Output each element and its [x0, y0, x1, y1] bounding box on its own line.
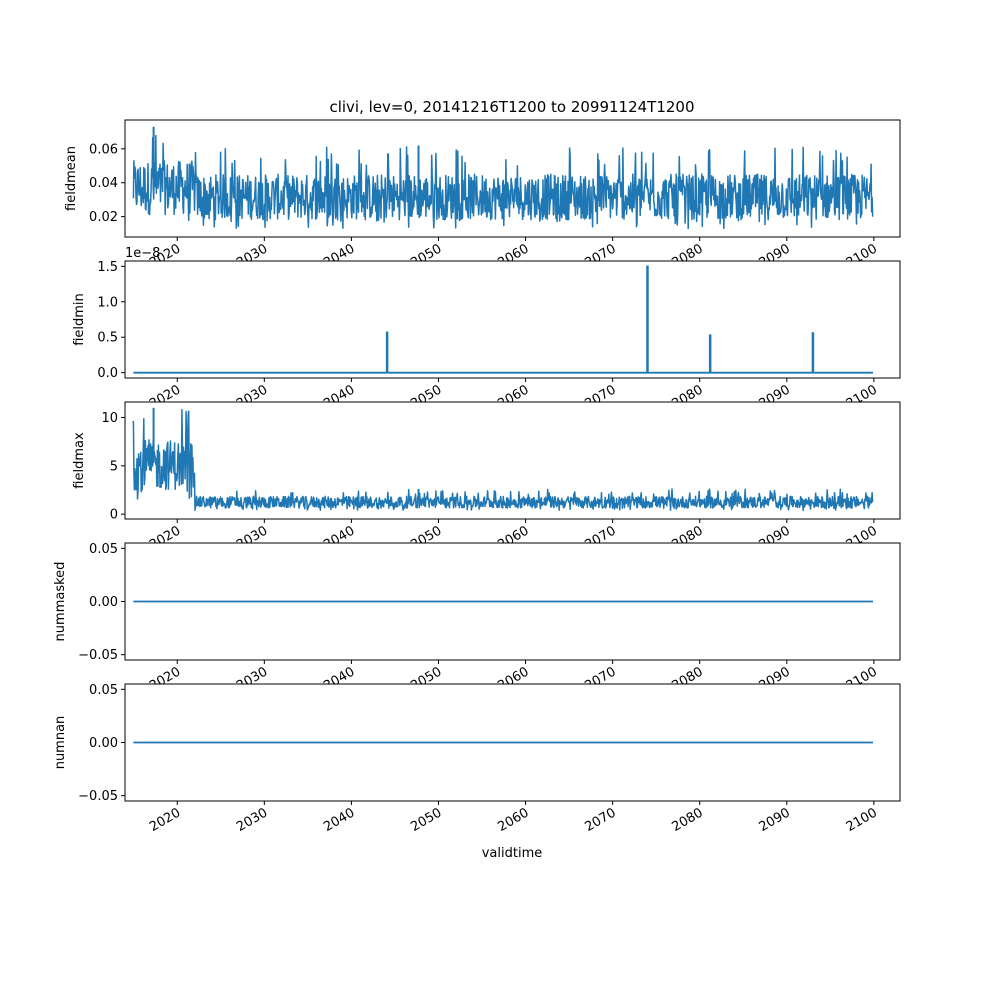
y-offset-text: 1e−8 — [125, 246, 160, 261]
y-tick-label: 0.05 — [89, 683, 118, 698]
y-tick-label: 5 — [110, 459, 118, 474]
y-tick-label: 0.04 — [89, 176, 118, 191]
panel-mask — [124, 260, 901, 379]
y-axis-label: nummasked — [53, 562, 68, 642]
y-tick-label: 10 — [101, 411, 118, 426]
series-line-fieldmax — [132, 408, 874, 512]
y-tick-label: 1.5 — [97, 260, 118, 275]
series-line-fieldmean — [132, 134, 874, 230]
y-tick-label: 0.0 — [97, 366, 118, 381]
y-tick-label: 0.00 — [89, 595, 118, 610]
axes-frame-fieldmax — [124, 401, 901, 520]
y-tick-label: 0.05 — [89, 542, 118, 557]
y-tick-label: −0.05 — [78, 648, 118, 663]
y-tick-label: 0.5 — [97, 331, 118, 346]
y-axis-label: fieldmax — [72, 432, 87, 489]
y-tick-label: 0.06 — [89, 142, 118, 157]
axes-frame-fieldmean — [124, 119, 901, 238]
y-tick-label: 0.02 — [89, 210, 118, 225]
y-tick-label: 0 — [110, 508, 118, 523]
y-tick-label: 1.0 — [97, 295, 118, 310]
x-axis-label: validtime — [482, 846, 543, 861]
y-axis-label: fieldmean — [64, 146, 79, 211]
axes-frame-fieldmin — [124, 260, 901, 379]
y-tick-label: 0.00 — [89, 736, 118, 751]
figure-title: clivi, lev=0, 20141216T1200 to 20991124T… — [329, 98, 694, 116]
y-tick-label: −0.05 — [78, 789, 118, 804]
y-axis-label: fieldmin — [72, 293, 87, 346]
y-axis-label: numnan — [53, 716, 68, 770]
